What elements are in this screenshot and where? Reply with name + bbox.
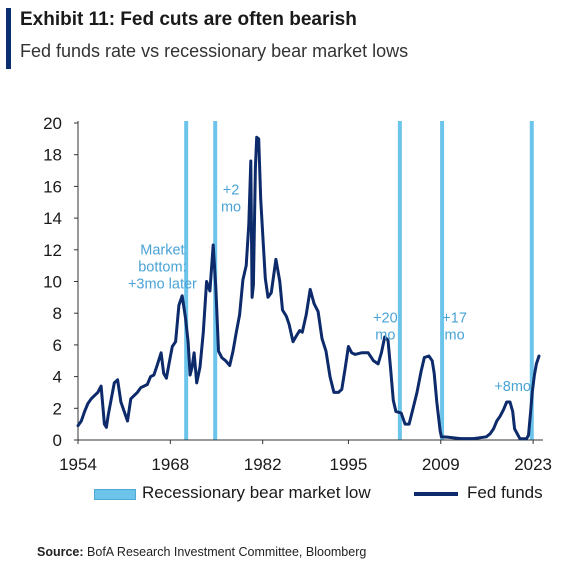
y-tick-label: 18	[43, 146, 62, 165]
annotation-label: Market bottom: +3mo later	[128, 243, 197, 293]
x-tick-label: 1982	[244, 455, 282, 474]
annotation-label: +20 mo	[373, 311, 398, 344]
recession-band	[397, 121, 402, 440]
y-tick-label: 8	[53, 304, 62, 323]
series-layer	[76, 135, 541, 441]
y-tick-label: 2	[53, 399, 62, 418]
y-tick-label: 0	[53, 431, 62, 450]
x-tick-label: 1954	[59, 455, 97, 474]
annotation-line: mo	[221, 199, 241, 215]
title-accent-bar	[6, 8, 11, 69]
chart-subtitle: Fed funds rate vs recessionary bear mark…	[20, 41, 409, 61]
recession-band	[184, 121, 189, 440]
y-tick-label: 20	[43, 114, 62, 133]
annotation-line: +3mo later	[128, 277, 197, 293]
source-text: BofA Research Investment Committee, Bloo…	[87, 545, 367, 559]
legend-recession-label: Recessionary bear market low	[142, 483, 371, 502]
x-tick-label: 2009	[422, 455, 460, 474]
annotation-line: +8mo	[494, 379, 531, 395]
annotation-label: +2 mo	[221, 182, 241, 215]
x-tick-label: 1968	[151, 455, 189, 474]
legend-fed-funds-swatch	[414, 492, 458, 496]
y-tick-label: 4	[53, 368, 62, 387]
recession-band	[440, 121, 445, 440]
annotation-label: +17 mo	[442, 311, 467, 344]
x-tick-label: 1995	[330, 455, 368, 474]
x-tick-label: 2023	[514, 455, 552, 474]
y-tick-label: 14	[43, 209, 62, 228]
chart-title: Exhibit 11: Fed cuts are often bearish	[20, 9, 357, 30]
annotation-line: +2	[223, 182, 240, 198]
fed-funds-chart: 0 2 4 6 8 10 12 14 16 18 20 1954 1968 1982 1995 2009 202…	[43, 114, 552, 474]
y-tick-label: 6	[53, 336, 62, 355]
source-label: Source:	[37, 545, 84, 559]
annotation-line: mo	[375, 328, 395, 344]
y-tick-label: 10	[43, 273, 62, 292]
chart-axes: 0 2 4 6 8 10 12 14 16 18 20 1954 1968 1982 1995 2009 202…	[43, 114, 552, 474]
legend: Recessionary bear market low Fed funds	[0, 482, 569, 506]
legend-fed-funds-label: Fed funds	[467, 483, 543, 502]
y-tick-label: 12	[43, 241, 62, 260]
fed-funds-line	[76, 135, 541, 441]
annotation-line: Market	[140, 243, 184, 259]
annotation-line: bottom:	[138, 260, 186, 276]
annotations: Market bottom: +3mo later+2 mo+20 mo+17 mo+8m…	[128, 182, 531, 395]
y-tick-label: 16	[43, 177, 62, 196]
annotation-line: +17	[442, 311, 467, 327]
source-note: Source: BofA Research Investment Committ…	[37, 545, 366, 559]
annotation-line: mo	[445, 328, 465, 344]
annotation-line: +20	[373, 311, 398, 327]
recession-bands	[184, 121, 534, 440]
recession-band	[529, 121, 534, 440]
legend-recession-swatch	[94, 489, 136, 500]
annotation-label: +8mo	[494, 379, 531, 395]
